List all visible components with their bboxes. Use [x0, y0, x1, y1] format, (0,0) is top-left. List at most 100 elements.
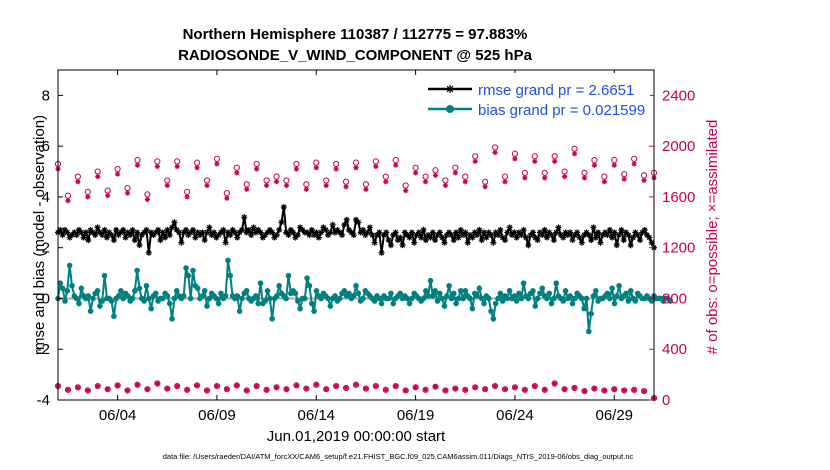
obs-assimilated-point	[184, 194, 190, 200]
obs-bottom-assimilated-point	[622, 388, 627, 393]
rmse-point	[630, 234, 637, 241]
obs-assimilated-point	[432, 172, 439, 178]
star-stroke	[649, 240, 655, 246]
obs-bottom-possible-point	[422, 386, 429, 393]
star-stroke	[544, 234, 550, 241]
x-tick-label: 06/19	[397, 407, 435, 424]
obs-bottom-possible-point	[631, 386, 638, 393]
obs-bottom-assimilated-point	[75, 385, 81, 390]
star-stroke	[439, 234, 445, 241]
star-stroke	[125, 190, 130, 196]
star-stroke	[502, 179, 508, 184]
star-stroke	[616, 232, 622, 238]
bias-point	[488, 308, 494, 314]
bias-point	[667, 298, 674, 304]
obs-bottom-assimilated-point	[463, 387, 468, 393]
bias-point	[332, 293, 338, 299]
rmse-point	[136, 242, 143, 249]
x-tick-label: 06/29	[595, 407, 633, 424]
obs-bottom-possible-point	[591, 385, 598, 392]
star-stroke	[530, 229, 536, 236]
obs-assimilated-point	[413, 170, 419, 176]
bias-point	[604, 290, 611, 297]
star-stroke	[413, 385, 418, 390]
star-stroke	[552, 159, 557, 164]
bias-point	[513, 298, 520, 304]
star-stroke	[157, 237, 163, 243]
rmse-point	[99, 232, 106, 238]
bias-point	[194, 285, 201, 292]
bias-point	[385, 295, 392, 302]
rmse-point	[634, 232, 641, 238]
y2-tick-label: 2400	[662, 87, 695, 104]
rmse-point	[183, 226, 190, 233]
bias-point	[423, 288, 429, 294]
obs-bottom-possible-point	[640, 388, 648, 395]
star-stroke	[295, 232, 301, 238]
bias-point	[141, 298, 147, 304]
star-stroke	[430, 229, 436, 236]
bias-point	[129, 295, 136, 302]
star-stroke	[254, 384, 259, 389]
bias-point	[136, 285, 143, 292]
chart-title: Northern Hemisphere 110387 / 112775 = 97…	[183, 26, 528, 43]
bias-point	[548, 300, 555, 307]
star-stroke	[313, 229, 319, 236]
obs-assimilated-point	[562, 174, 568, 180]
star-stroke	[204, 183, 210, 188]
star-stroke	[618, 227, 624, 233]
rmse-point	[541, 226, 548, 233]
star-stroke	[463, 387, 468, 392]
star-stroke	[586, 232, 592, 238]
rmse-point	[441, 239, 448, 246]
rmse-point	[513, 234, 520, 241]
star-stroke	[309, 227, 315, 233]
star-stroke	[294, 383, 299, 388]
obs-bottom-possible-point	[184, 386, 191, 393]
star-stroke	[458, 227, 464, 233]
obs-bottom-assimilated-point	[333, 383, 339, 389]
bias-point	[199, 293, 206, 299]
star-stroke	[314, 382, 319, 387]
bias-point	[592, 288, 599, 294]
bias-point	[159, 295, 166, 302]
star-stroke	[225, 229, 231, 236]
y2-axis-label: # of obs: o=possible; ×=assimilated	[704, 120, 721, 355]
star-stroke	[512, 385, 517, 390]
star-stroke	[355, 219, 361, 225]
star-stroke	[423, 179, 428, 184]
bias-point	[243, 288, 250, 294]
bias-point	[166, 300, 173, 307]
bias-point	[453, 300, 459, 307]
obs-bottom-possible-point	[511, 384, 519, 391]
bias-point	[306, 282, 313, 289]
rmse-point	[110, 237, 117, 244]
bias-point	[125, 293, 131, 299]
bias-point	[443, 293, 450, 299]
star-stroke	[304, 386, 309, 391]
rmse-point	[539, 232, 546, 238]
obs-bottom-assimilated-point	[184, 387, 190, 393]
bias-point	[404, 295, 411, 302]
bias-point	[511, 293, 518, 299]
bias-point	[437, 290, 443, 297]
star-stroke	[95, 384, 100, 389]
star-stroke	[383, 387, 388, 392]
star-stroke	[628, 242, 634, 248]
x-tick-label: 06/14	[297, 407, 335, 424]
star-stroke	[57, 227, 63, 233]
obs-bottom-possible-point	[213, 382, 221, 390]
star-stroke	[125, 388, 130, 393]
rmse-point	[155, 226, 162, 233]
obs-bottom-assimilated-point	[165, 386, 170, 391]
star-stroke	[174, 227, 180, 233]
obs-bottom-possible-point	[64, 386, 72, 393]
obs-bottom-assimilated-point	[492, 383, 498, 389]
obs-bottom-assimilated-point	[85, 388, 90, 393]
star-stroke	[641, 178, 647, 183]
star-stroke	[622, 388, 627, 393]
rmse-point	[641, 226, 648, 233]
star-stroke	[642, 389, 647, 394]
bias-point	[397, 290, 404, 297]
rmse-point	[522, 234, 529, 241]
